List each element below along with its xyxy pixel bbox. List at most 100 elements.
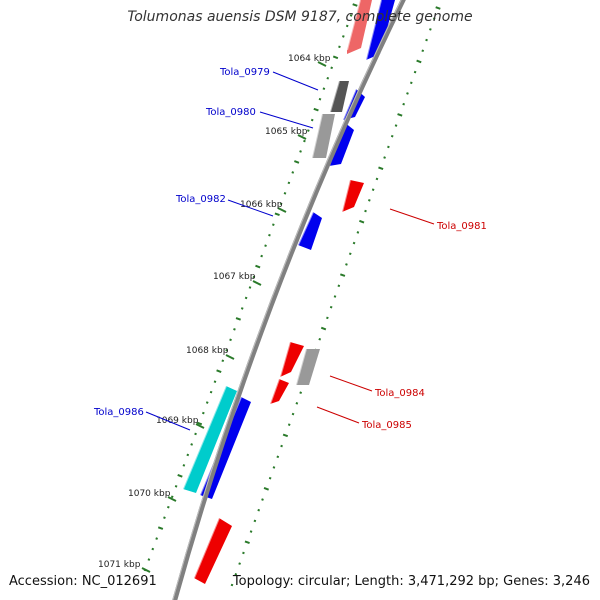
- gene-feature-shine: [329, 80, 340, 113]
- tick-mark: [345, 263, 348, 266]
- tick-mark: [248, 286, 252, 289]
- tick-mark: [345, 24, 349, 28]
- gene-leader-line: [316, 406, 360, 424]
- tick-mark: [268, 476, 272, 480]
- gene-feature-shine: [365, 0, 382, 61]
- gene-feature-shine: [311, 113, 323, 159]
- tick-mark: [352, 3, 358, 7]
- tick-mark: [291, 171, 295, 174]
- tick-mark: [177, 474, 183, 478]
- tick-mark: [352, 241, 356, 245]
- gene-label: Tola_0985: [361, 420, 412, 431]
- tick-mark: [326, 76, 330, 80]
- gene-feature-block: [298, 212, 322, 250]
- gene-feature-block: [330, 81, 349, 112]
- tick-mark: [295, 402, 299, 405]
- tick-mark: [252, 275, 256, 279]
- tick-mark: [182, 464, 186, 467]
- tick-mark: [413, 70, 417, 74]
- tick-mark: [406, 92, 409, 95]
- tick-mark: [299, 391, 302, 394]
- tick-mark: [279, 202, 283, 206]
- gene-feature-shine: [269, 378, 280, 405]
- tick-mark: [240, 307, 244, 310]
- tick-mark: [209, 390, 213, 394]
- tick-mark: [287, 181, 291, 185]
- tick-mark: [155, 537, 158, 540]
- tick-mark: [221, 359, 225, 363]
- tick-mark: [157, 526, 164, 530]
- scale-label: 1071 kbp: [98, 560, 141, 570]
- tick-mark: [280, 444, 283, 448]
- gene-leader-line: [272, 71, 319, 91]
- tick-mark: [242, 551, 245, 555]
- tick-mark: [249, 530, 253, 533]
- tick-mark: [274, 212, 280, 217]
- major-tick-mark: [195, 423, 205, 429]
- tick-mark: [368, 199, 371, 202]
- tick-mark: [291, 412, 295, 416]
- tick-mark: [425, 38, 428, 42]
- tick-mark: [318, 337, 322, 341]
- tick-mark: [283, 192, 287, 195]
- gene-feature-block: [183, 386, 237, 493]
- tick-mark: [432, 17, 436, 20]
- tick-mark: [320, 326, 327, 331]
- tick-mark: [303, 139, 306, 143]
- gene-feature-block: [270, 379, 289, 404]
- tick-mark: [313, 107, 319, 112]
- gene-feature-shine: [193, 517, 220, 579]
- tick-mark: [338, 45, 341, 49]
- tick-marks: [141, 3, 441, 587]
- tick-mark: [255, 264, 261, 269]
- tick-mark: [151, 547, 155, 551]
- tick-mark: [163, 516, 166, 519]
- tick-mark: [233, 328, 236, 331]
- backbone-line: [172, 0, 406, 600]
- tick-mark: [147, 558, 151, 561]
- gene-label: Tola_0982: [175, 194, 226, 205]
- tick-mark: [261, 498, 264, 501]
- gene-leader-line: [259, 111, 314, 129]
- gene-feature-shine: [297, 211, 314, 246]
- gene-label: Tola_0980: [205, 107, 256, 118]
- tick-mark: [318, 97, 322, 101]
- genome-summary-text: Topology: circular; Length: 3,471,292 bp…: [232, 574, 590, 589]
- gene-feature-block: [342, 180, 364, 212]
- tick-mark: [263, 487, 269, 491]
- genome-backbone: [172, 0, 406, 600]
- tick-mark: [196, 421, 203, 426]
- gene-feature-shine: [279, 341, 291, 378]
- tick-mark: [294, 160, 300, 164]
- tick-mark: [307, 129, 310, 132]
- major-tick-mark: [252, 280, 262, 286]
- gene-feature-shine: [341, 179, 351, 213]
- tick-mark: [170, 495, 174, 499]
- tick-mark: [205, 401, 209, 404]
- labels-layer: 1064 kbp 1065 kbp 1066 kbp 1067 kbp 1068 kbp…: [93, 54, 487, 570]
- gene-feature-block: [312, 114, 335, 158]
- gene-feature-block: [347, 0, 372, 54]
- tick-mark: [348, 252, 352, 256]
- tick-mark: [229, 338, 232, 342]
- tick-mark: [253, 519, 257, 523]
- tick-mark: [387, 145, 390, 149]
- tick-row-inner: [143, 3, 358, 572]
- gene-label: Tola_0984: [374, 388, 425, 399]
- tick-mark: [230, 583, 234, 587]
- scale-label: 1065 kbp: [265, 127, 308, 137]
- tick-mark: [329, 305, 333, 309]
- scale-label: 1069 kbp: [156, 416, 199, 426]
- major-tick-mark: [277, 207, 287, 213]
- tick-mark: [213, 380, 217, 383]
- gene-leader-line: [145, 411, 191, 431]
- tick-mark: [244, 296, 248, 300]
- tick-mark: [272, 223, 275, 227]
- gene-feature-block: [366, 0, 395, 60]
- gene-feature-shine: [182, 385, 227, 490]
- tick-mark: [416, 59, 422, 64]
- tick-mark: [299, 150, 302, 153]
- tick-mark: [429, 28, 432, 31]
- tick-mark: [364, 209, 367, 213]
